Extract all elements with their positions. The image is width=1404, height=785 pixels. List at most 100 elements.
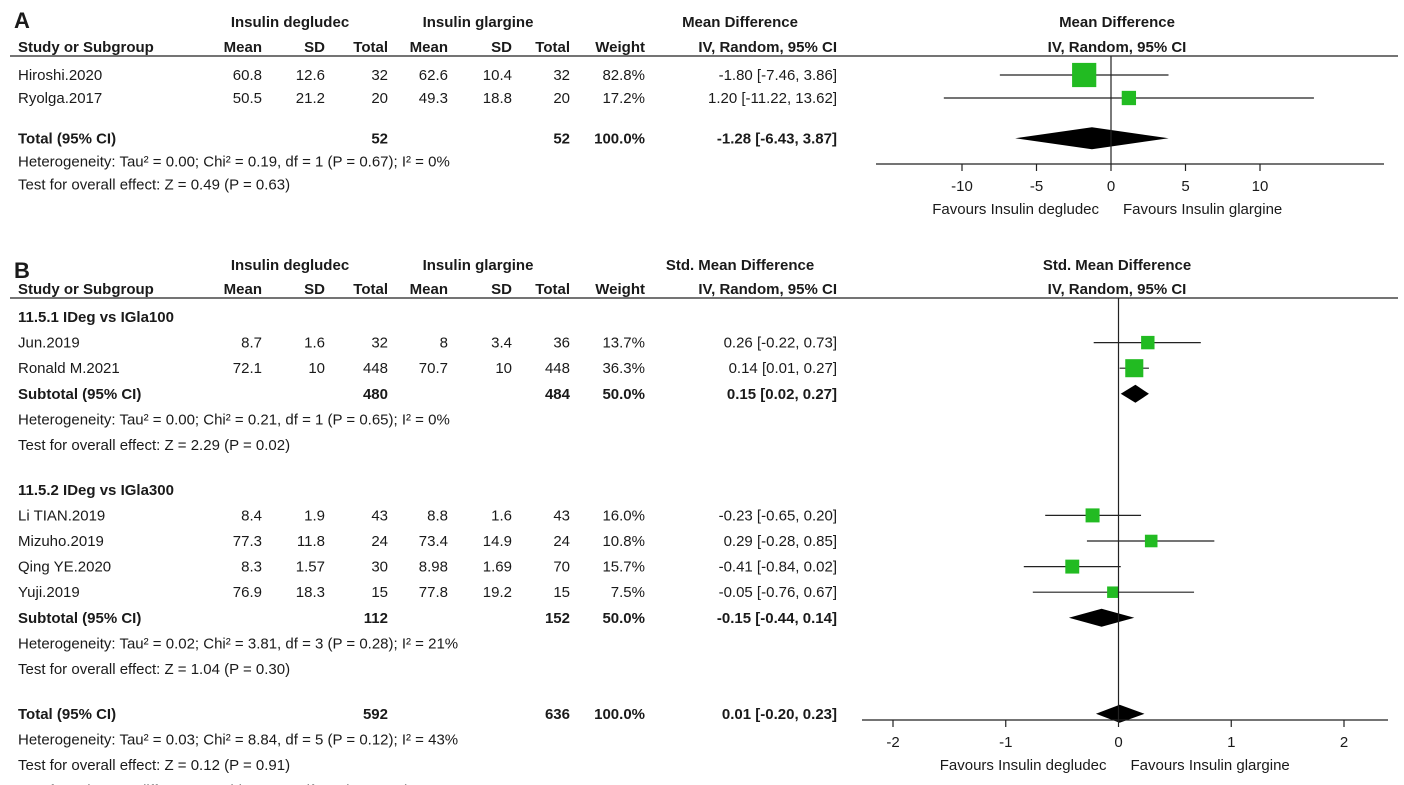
x-tick-label: 0 [1107, 178, 1115, 195]
study-m2: 49.3 [419, 90, 448, 107]
x-tick-label: 1 [1227, 734, 1235, 751]
study-weight: 36.3% [602, 360, 645, 377]
study-sd1: 18.3 [296, 584, 325, 601]
total-diamond [1095, 704, 1145, 723]
statistics-text: Test for overall effect: Z = 2.29 (P = 0… [18, 437, 290, 454]
statistics-text: Heterogeneity: Tau² = 0.00; Chi² = 0.19,… [18, 153, 450, 170]
header-plot: Std. Mean Difference [1043, 257, 1191, 274]
subtotal-name: Subtotal (95% CI) [18, 386, 141, 403]
total-weight: 100.0% [594, 130, 645, 147]
subtotal-diamond [1120, 384, 1149, 403]
subtotal-name: Subtotal (95% CI) [18, 610, 141, 627]
study-n1: 30 [371, 559, 388, 576]
x-tick-label: 10 [1252, 178, 1269, 195]
statistics-text: Test for overall effect: Z = 0.12 (P = 0… [18, 757, 290, 774]
subtotal-n2: 484 [545, 386, 571, 403]
study-ci: 1.20 [-11.22, 13.62] [708, 90, 837, 107]
study-sd2: 3.4 [491, 335, 512, 352]
study-m1: 8.3 [241, 559, 262, 576]
study-marker [1072, 62, 1097, 88]
study-name: Ryolga.2017 [18, 90, 102, 107]
header-effect: Mean Difference [682, 14, 798, 31]
column-header: IV, Random, 95% CI [698, 281, 837, 298]
study-m1: 8.4 [241, 507, 262, 524]
statistics-text: Heterogeneity: Tau² = 0.02; Chi² = 3.81,… [18, 635, 458, 652]
study-sd1: 10 [308, 360, 325, 377]
column-header: Study or Subgroup [18, 39, 154, 56]
study-ci: -0.05 [-0.76, 0.67] [719, 584, 837, 601]
favours-right-label: Favours Insulin glargine [1123, 201, 1282, 218]
favours-left-label: Favours Insulin degludec [932, 201, 1099, 218]
study-name: Qing YE.2020 [18, 559, 111, 576]
favours-left-label: Favours Insulin degludec [940, 757, 1107, 774]
study-sd1: 21.2 [296, 90, 325, 107]
panel-label-A: A [14, 8, 30, 33]
study-marker [1141, 335, 1155, 350]
study-n2: 36 [553, 335, 570, 352]
x-tick-label: 2 [1340, 734, 1348, 751]
study-marker [1107, 586, 1119, 598]
study-m1: 72.1 [233, 360, 262, 377]
column-header: Mean [410, 39, 448, 56]
total-name: Total (95% CI) [18, 706, 116, 723]
total-name: Total (95% CI) [18, 130, 116, 147]
total-weight: 100.0% [594, 706, 645, 723]
column-header: SD [491, 281, 512, 298]
header-plot: Mean Difference [1059, 14, 1175, 31]
study-ci: 0.29 [-0.28, 0.85] [724, 533, 837, 550]
x-tick-label: -1 [999, 734, 1012, 751]
subtotal-n1: 112 [364, 610, 388, 627]
total-n2: 636 [545, 706, 570, 723]
study-name: Mizuho.2019 [18, 533, 104, 550]
column-header: Total [353, 39, 388, 56]
study-weight: 13.7% [602, 335, 645, 352]
subtotal-weight: 50.0% [602, 610, 645, 627]
study-n1: 43 [371, 507, 388, 524]
study-m1: 50.5 [233, 90, 262, 107]
total-ci: 0.01 [-0.20, 0.23] [722, 706, 837, 723]
column-header: Total [535, 39, 570, 56]
column-header: SD [304, 39, 325, 56]
study-n2: 448 [545, 360, 570, 377]
study-sd2: 1.6 [491, 507, 512, 524]
study-weight: 7.5% [611, 584, 645, 601]
study-m2: 77.8 [419, 584, 448, 601]
statistics-text: Heterogeneity: Tau² = 0.00; Chi² = 0.21,… [18, 411, 450, 428]
total-n1: 592 [363, 706, 388, 723]
statistics-text: Test for subgroup differences: Chi² = 3.… [18, 783, 487, 785]
study-n2: 32 [553, 67, 570, 84]
study-m2: 62.6 [419, 67, 448, 84]
study-n2: 15 [553, 584, 570, 601]
study-n2: 70 [553, 559, 570, 576]
study-n2: 20 [553, 90, 570, 107]
study-m2: 73.4 [419, 533, 448, 550]
column-header: Mean [224, 39, 262, 56]
x-tick-label: -10 [951, 178, 973, 195]
subtotal-diamond [1068, 608, 1135, 627]
study-sd2: 18.8 [483, 90, 512, 107]
statistics-text: Heterogeneity: Tau² = 0.03; Chi² = 8.84,… [18, 731, 458, 748]
study-sd1: 1.9 [304, 507, 325, 524]
subtotal-weight: 50.0% [602, 386, 645, 403]
column-header: Total [353, 281, 388, 298]
plot-subheader: IV, Random, 95% CI [1048, 39, 1187, 56]
study-sd2: 19.2 [483, 584, 512, 601]
study-sd1: 1.6 [304, 335, 325, 352]
statistics-text: Test for overall effect: Z = 0.49 (P = 0… [18, 176, 290, 193]
study-name: Hiroshi.2020 [18, 67, 102, 84]
study-sd2: 10.4 [483, 67, 512, 84]
study-name: Yuji.2019 [18, 584, 80, 601]
header-experimental: Insulin degludec [231, 257, 349, 274]
study-marker [1121, 90, 1137, 106]
header-effect: Std. Mean Difference [666, 257, 814, 274]
study-m1: 60.8 [233, 67, 262, 84]
study-n2: 43 [553, 507, 570, 524]
study-sd1: 1.57 [296, 559, 325, 576]
study-name: Li TIAN.2019 [18, 507, 105, 524]
study-sd2: 14.9 [483, 533, 512, 550]
study-weight: 82.8% [602, 67, 645, 84]
total-n1: 52 [371, 130, 388, 147]
study-ci: -0.41 [-0.84, 0.02] [719, 559, 837, 576]
subtotal-ci: 0.15 [0.02, 0.27] [727, 386, 837, 403]
